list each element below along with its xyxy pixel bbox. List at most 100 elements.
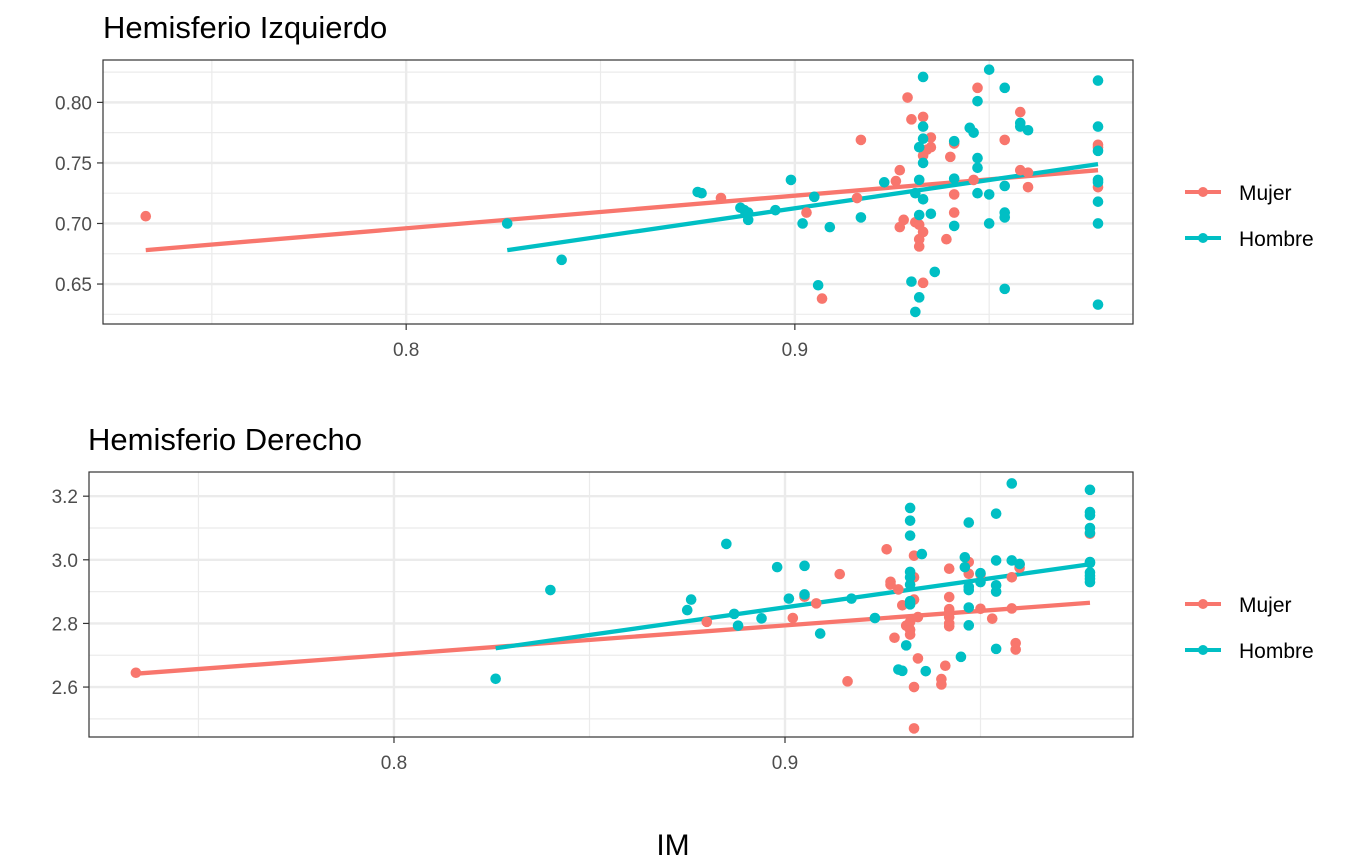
data-point-hombre <box>1092 121 1104 132</box>
fit-line-mujer <box>135 600 1091 676</box>
data-point-mujer <box>842 676 853 687</box>
data-point-hombre <box>556 254 567 266</box>
legend-label-hombre: Hombre <box>1239 640 1314 663</box>
data-point-hombre <box>783 593 795 604</box>
data-point-mujer <box>787 612 799 624</box>
data-point-mujer <box>917 226 929 238</box>
data-point-mujer <box>943 563 955 575</box>
data-point-hombre <box>920 665 932 677</box>
data-point-hombre <box>913 174 925 186</box>
data-point-hombre <box>990 508 1002 519</box>
fit-lines <box>145 162 1099 253</box>
data-point-mujer <box>945 151 956 163</box>
data-point-hombre <box>917 157 929 169</box>
data-point-hombre <box>1092 75 1104 86</box>
data-point-hombre <box>999 180 1011 192</box>
data-point-mujer <box>1022 181 1034 193</box>
data-point-mujer <box>1006 603 1018 614</box>
data-point-hombre <box>846 593 857 604</box>
data-point-mujer <box>913 241 925 252</box>
data-point-hombre <box>983 64 995 75</box>
data-point-mujer <box>834 568 846 580</box>
y-tick-label: 0.75 <box>55 154 92 175</box>
data-point-mujer <box>936 679 947 690</box>
y-tick-label: 2.8 <box>52 614 78 635</box>
legend-item-hombre: Hombre <box>1185 228 1314 251</box>
data-point-mujer <box>810 598 822 609</box>
y-tick-label: 3.0 <box>52 551 78 572</box>
panel-border <box>102 59 1134 325</box>
data-point-hombre <box>959 561 971 573</box>
data-point-mujer <box>715 192 727 204</box>
data-point-hombre <box>855 212 867 223</box>
data-point-mujer <box>917 277 929 289</box>
legend-item-mujer: Mujer <box>1185 594 1292 617</box>
data-point-hombre <box>983 218 995 229</box>
data-point-mujer <box>851 192 863 204</box>
axes: 0.8 0.9 2.6 2.8 3.0 3.2 <box>52 471 1134 774</box>
data-point-hombre <box>999 82 1011 94</box>
data-point-mujer <box>917 111 929 123</box>
data-point-hombre <box>1084 527 1096 539</box>
y-tick-label: 0.65 <box>55 275 92 296</box>
data-point-mujer <box>130 667 142 679</box>
data-point-hombre <box>742 214 754 226</box>
data-point-hombre <box>906 276 917 287</box>
data-point-hombre <box>878 177 890 188</box>
data-point-hombre <box>972 95 983 107</box>
data-point-mujer <box>999 134 1011 146</box>
data-point-hombre <box>990 555 1002 566</box>
data-point-hombre <box>904 515 916 526</box>
data-point-mujer <box>889 632 900 644</box>
data-point-hombre <box>999 283 1011 295</box>
data-point-mujer <box>986 613 998 624</box>
data-point-hombre <box>685 594 697 605</box>
data-point-hombre <box>917 121 929 132</box>
data-point-hombre <box>910 187 921 199</box>
data-point-hombre <box>808 191 820 203</box>
data-point-hombre <box>1092 177 1104 188</box>
data-point-mujer <box>941 233 952 245</box>
data-point-hombre <box>1092 196 1104 207</box>
data-point-hombre <box>904 572 916 583</box>
data-point-hombre <box>799 589 810 600</box>
fit-line-hombre <box>495 562 1091 651</box>
legend-label-mujer: Mujer <box>1239 594 1292 617</box>
data-point-hombre <box>917 193 929 205</box>
data-point-mujer <box>885 579 896 590</box>
data-point-mujer <box>925 141 937 153</box>
data-point-hombre <box>955 651 967 663</box>
data-point-mujer <box>701 616 713 628</box>
legend-marker-mujer <box>1198 599 1208 609</box>
data-point-mujer <box>943 620 955 632</box>
data-point-hombre <box>917 133 929 145</box>
data-point-mujer <box>975 603 986 615</box>
data-point-mujer <box>912 611 924 623</box>
data-point-hombre <box>490 673 501 685</box>
data-point-mujer <box>968 174 979 186</box>
data-point-mujer <box>893 584 904 595</box>
data-point-mujer <box>897 599 908 611</box>
data-point-mujer <box>1014 106 1026 118</box>
data-point-mujer <box>1022 167 1034 178</box>
y-tick-label: 0.80 <box>55 93 92 114</box>
data-point-hombre <box>972 187 983 199</box>
legend: Mujer Hombre <box>1185 594 1314 663</box>
data-point-hombre <box>770 204 781 216</box>
data-point-mujer <box>894 164 906 176</box>
data-point-hombre <box>904 579 916 590</box>
data-point-hombre <box>948 173 960 184</box>
data-point-mujer <box>912 653 924 664</box>
legend-label-mujer: Mujer <box>1239 182 1292 205</box>
data-point-hombre <box>990 643 1002 655</box>
data-point-hombre <box>963 602 975 613</box>
data-point-mujer <box>904 616 916 628</box>
data-point-mujer <box>881 544 892 555</box>
data-point-hombre <box>999 212 1011 223</box>
panel-title: Hemisferio Izquierdo <box>103 10 387 45</box>
data-point-hombre <box>681 604 693 616</box>
data-point-mujer <box>972 82 983 94</box>
fit-lines <box>135 562 1091 676</box>
data-point-hombre <box>925 208 937 220</box>
data-point-hombre <box>963 517 975 528</box>
